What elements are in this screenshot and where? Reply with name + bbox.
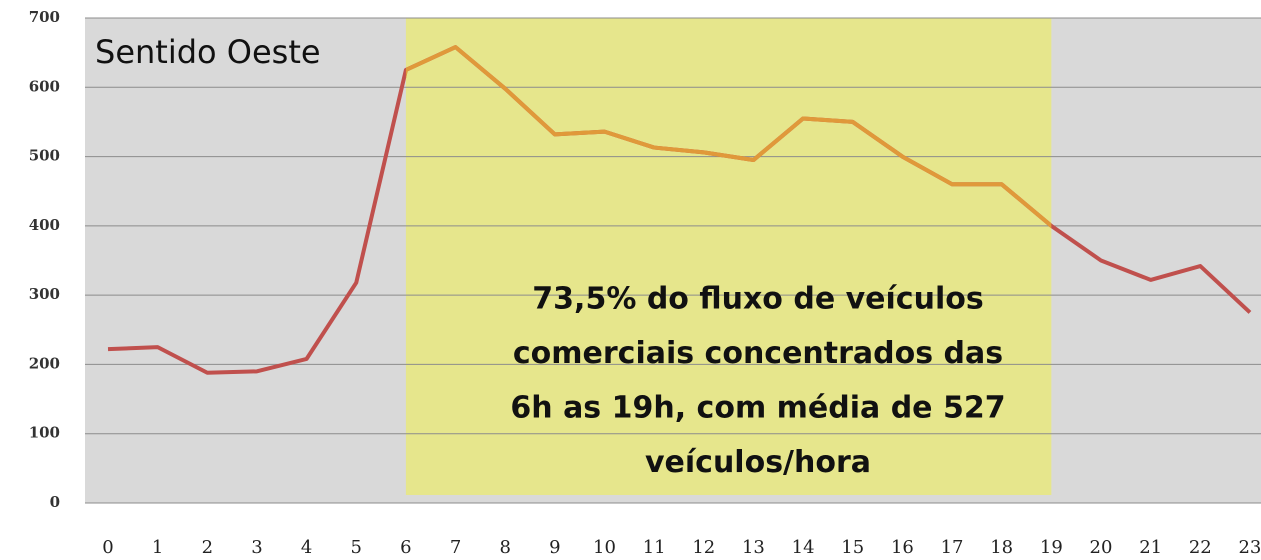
- x-tick-label: 3: [251, 537, 262, 558]
- x-tick-label: 17: [941, 537, 964, 558]
- x-tick-label: 11: [643, 537, 666, 558]
- x-tick-label: 14: [792, 537, 815, 558]
- x-tick-label: 21: [1139, 537, 1162, 558]
- x-tick-label: 23: [1238, 537, 1261, 558]
- annotation-line: veículos/hora: [645, 445, 871, 480]
- x-tick-label: 2: [202, 537, 213, 558]
- chart-title: Sentido Oeste: [95, 33, 321, 71]
- x-tick-label: 10: [593, 537, 616, 558]
- annotation-line: comerciais concentrados das: [513, 336, 1003, 371]
- x-tick-label: 20: [1090, 537, 1113, 558]
- y-tick-label: 200: [29, 354, 60, 372]
- x-tick-label: 15: [841, 537, 864, 558]
- x-tick-label: 4: [301, 537, 312, 558]
- line-series-highlighted: [405, 45, 1052, 229]
- y-tick-label: 600: [29, 77, 60, 95]
- x-tick-label: 9: [549, 537, 560, 558]
- x-tick-label: 0: [102, 537, 113, 558]
- x-tick-label: 13: [742, 537, 765, 558]
- y-tick-label: 100: [29, 424, 60, 442]
- x-tick-label: 6: [400, 537, 411, 558]
- y-tick-label: 400: [29, 216, 60, 234]
- x-tick-label: 16: [891, 537, 914, 558]
- y-tick-label: 300: [29, 285, 60, 303]
- annotation-line: 6h as 19h, com média de 527: [510, 391, 1005, 426]
- x-tick-label: 7: [450, 537, 461, 558]
- x-tick-label: 12: [692, 537, 715, 558]
- x-tick-label: 18: [990, 537, 1013, 558]
- x-tick-label: 5: [351, 537, 362, 558]
- y-tick-label: 0: [50, 493, 60, 511]
- x-tick-label: 19: [1040, 537, 1063, 558]
- y-tick-label: 700: [29, 8, 60, 26]
- x-tick-label: 1: [152, 537, 163, 558]
- x-tick-label: 8: [499, 537, 510, 558]
- y-tick-label: 500: [29, 147, 60, 165]
- x-tick-label: 22: [1189, 537, 1212, 558]
- annotation-line: 73,5% do fluxo de veículos: [532, 282, 983, 317]
